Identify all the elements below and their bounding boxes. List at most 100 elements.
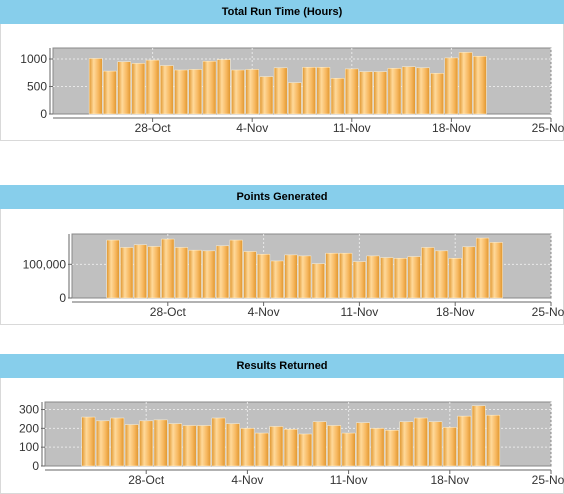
bar-points [161,238,175,299]
bar-run-time [473,56,487,115]
x-tick-label-results: 11-Nov [330,473,368,487]
bar-run-time [160,65,174,115]
bar-points [270,260,284,299]
bar-results [182,425,197,467]
bar-points [380,257,394,299]
bar-results [327,425,342,467]
bar-results [298,433,313,467]
x-tick-label-results: 18-Nov [430,473,469,487]
bar-results [139,420,154,467]
bar-run-time [316,67,331,115]
bar-points [174,247,189,299]
bar-points [462,246,476,299]
bar-chart-points: 0 100,000 28-Oct 4-Nov 11-Nov 18-Nov 25-Nov [23,233,564,319]
bar-results [413,417,428,467]
bar-points [366,255,380,299]
bar-points [325,252,339,299]
bar-run-time [174,69,188,115]
chart-panel-points: Points Generated 0 100,000 28-Oct 4-Nov 11-N… [0,185,564,325]
bar-points [489,242,503,299]
bar-run-time [202,60,217,115]
y-tick-label-run-time: 500 [27,80,47,94]
bar-run-time [359,71,373,115]
bar-chart-run-time: 0 500 1000 28-Oct 4-Nov 11-Nov 18-Nov 25-Nov [20,47,564,135]
bar-results [283,429,298,467]
x-tick-label-run-time: 11-Nov [333,121,371,135]
y-tick-label-run-time: 0 [40,107,47,121]
bar-results [428,421,443,467]
x-tick-label-run-time: 28-Oct [135,121,172,135]
x-tick-label-results: 28-Oct [128,473,165,487]
bar-points [339,252,353,299]
panel-title-points: Points Generated [0,185,564,209]
bar-results [399,421,414,467]
bar-results [312,421,327,467]
bar-results [269,426,284,467]
bar-points [188,249,202,299]
bar-points [106,239,120,299]
bar-run-time [444,57,459,115]
x-tick-label-results: 25-Nov [532,473,564,487]
bar-run-time [430,73,444,115]
y-tick-label-results: 200 [19,421,39,435]
bar-results [110,417,125,467]
y-tick-label-results: 100 [19,440,39,454]
bar-points [257,253,271,299]
bar-chart-results: 0 100 200 300 28-Oct 4-Nov 11-Nov 18-Nov 25-Nov [19,401,564,487]
chart-panel-results: Results Returned 0 100 200 300 28-Oct 4-Nov 11… [0,354,564,494]
bar-points [120,247,134,299]
y-tick-label-run-time: 1000 [20,52,47,66]
bar-points [284,254,298,299]
bar-run-time [345,68,359,115]
x-tick-label-points: 25-Nov [532,305,564,319]
x-tick-label-points: 18-Nov [436,305,475,319]
bar-run-time [273,67,288,115]
chart-panel-run-time: Total Run Time (Hours) 0 500 1000 28-Oct 4-N… [0,0,564,141]
bar-results [95,420,110,467]
bar-results [370,428,385,467]
bar-points [298,255,312,299]
bar-run-time [245,69,259,115]
bar-results [356,422,370,467]
bar-results [341,432,356,467]
bar-results [471,405,486,467]
bar-run-time [216,59,231,115]
bar-results [457,415,472,467]
bar-results [486,414,501,467]
y-tick-label-points: 0 [59,291,66,305]
bar-points [448,258,462,299]
bar-results [124,424,139,467]
bar-results [254,432,269,467]
bar-run-time [387,68,402,115]
y-tick-label-points: 100,000 [23,257,67,271]
bar-results [240,428,255,467]
bar-points [147,246,161,299]
y-tick-label-results: 0 [32,459,39,473]
bar-points [407,256,421,299]
bar-run-time [416,67,430,115]
bar-points [215,245,230,299]
bar-run-time [117,61,131,115]
bar-run-time [288,82,302,115]
bar-results [442,427,457,467]
bar-run-time [103,70,117,115]
x-tick-label-points: 28-Oct [150,305,187,319]
x-tick-label-points: 4-Nov [248,305,280,319]
bar-run-time [131,63,146,115]
y-tick-label-results: 300 [19,403,39,417]
panel-title-run-time: Total Run Time (Hours) [0,0,564,24]
x-tick-label-results: 4-Nov [231,473,263,487]
bar-points [202,250,216,299]
panel-title-results: Results Returned [0,354,564,378]
bar-points [421,247,435,299]
bar-points [311,263,325,299]
bar-run-time [401,66,416,115]
bar-results [168,423,183,467]
bar-run-time [188,69,203,115]
bar-run-time [88,58,103,115]
x-tick-label-run-time: 18-Nov [432,121,471,135]
bar-run-time [458,52,473,115]
bar-results [153,419,168,467]
bar-points [229,239,243,299]
bar-results [197,425,211,467]
